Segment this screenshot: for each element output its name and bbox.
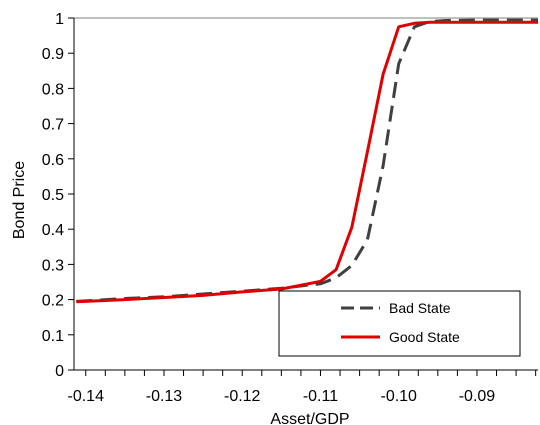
y-tick-label: 0.7 xyxy=(42,117,64,134)
legend-label-good-state: Good State xyxy=(389,329,460,345)
x-tick-label: -0.14 xyxy=(68,388,105,405)
legend: Bad State Good State xyxy=(278,290,521,357)
x-axis-title: Asset/GDP xyxy=(270,411,349,425)
x-tick-label: -0.10 xyxy=(380,388,417,405)
y-tick-label: 0 xyxy=(55,363,64,380)
y-tick-label: 0.3 xyxy=(42,257,64,274)
y-tick-label: 0.5 xyxy=(42,187,64,204)
series-line-bad-state xyxy=(76,18,538,303)
legend-label-bad-state: Bad State xyxy=(389,300,451,316)
x-tick-label: -0.12 xyxy=(224,388,261,405)
x-tick-label: -0.13 xyxy=(146,388,183,405)
series-layer xyxy=(76,18,538,304)
legend-box xyxy=(278,290,521,357)
y-axis-title: Bond Price xyxy=(11,161,28,239)
y-tick-label: 0.9 xyxy=(42,46,64,63)
x-tick-label: -0.09 xyxy=(459,388,496,405)
y-tick-label: 1 xyxy=(55,11,64,28)
x-axis-ticks: -0.14 -0.13 -0.12 -0.11 -0.10 -0.09 xyxy=(68,370,537,405)
y-tick-label: 0.2 xyxy=(42,293,64,310)
series-line-good-state xyxy=(76,20,538,304)
y-tick-label: 0.8 xyxy=(42,81,64,98)
y-axis-ticks: 0 0.1 0.2 0.3 0.4 0.5 0.6 0.7 0.8 0.9 1 xyxy=(42,11,538,380)
y-tick-label: 0.4 xyxy=(42,222,64,239)
y-tick-label: 0.6 xyxy=(42,152,64,169)
x-tick-label: -0.11 xyxy=(303,388,338,405)
y-tick-label: 0.1 xyxy=(42,328,64,345)
